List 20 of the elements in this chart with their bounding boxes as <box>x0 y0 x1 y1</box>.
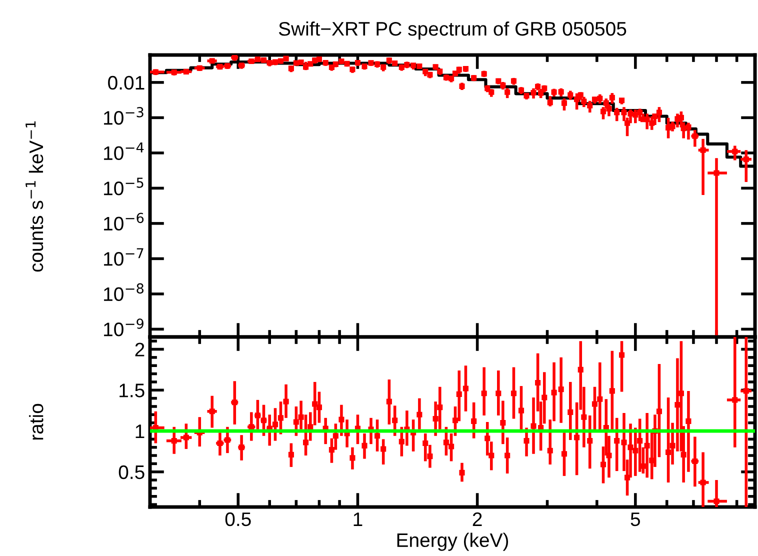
y-tick-label: 10$^{−3}$ <box>104 107 144 125</box>
y-axis-title: counts s$^{−1}$ keV$^{−1}$ <box>26 121 44 272</box>
y-tick-label: 0.5 <box>118 465 144 480</box>
y-tick-label: 10$^{−6}$ <box>104 212 144 231</box>
x-tick-label: 2 <box>472 512 482 526</box>
y-axis-title: ratio <box>29 404 44 440</box>
y-tick-label: 10$^{−5}$ <box>104 178 144 196</box>
x-tick-label: 0.5 <box>225 512 251 526</box>
y-tick-label: 10$^{−4}$ <box>104 142 144 160</box>
y-tick-label: 1.5 <box>120 384 144 398</box>
x-axis-title: Energy (keV) <box>397 532 508 551</box>
x-tick-label: 5 <box>630 512 640 526</box>
y-tick-label: 10$^{−9}$ <box>104 318 144 336</box>
y-tick-label: 0.01 <box>108 76 144 90</box>
chart-title: Swift−XRT PC spectrum of GRB 050505 <box>278 21 626 40</box>
y-tick-label: 1 <box>136 424 144 438</box>
x-tick-label: 1 <box>354 512 362 526</box>
y-tick-label: 10$^{−7}$ <box>104 248 144 266</box>
y-tick-label: 10$^{−8}$ <box>104 283 144 302</box>
y-tick-label: 2 <box>135 342 144 356</box>
